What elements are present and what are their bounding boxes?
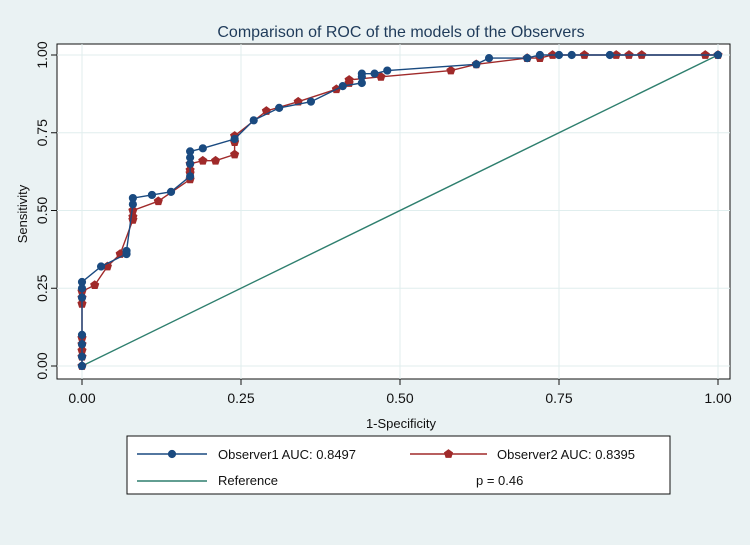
observer1-point: [472, 60, 481, 69]
legend-observer2-label: Observer2 AUC: 0.8395: [497, 447, 635, 462]
x-axis-label: 1-Specificity: [366, 416, 437, 431]
observer1-point: [77, 340, 87, 349]
x-tick-label: 1.00: [704, 390, 731, 406]
observer1-point: [535, 50, 545, 60]
axes: 0.00 0.25 0.50 0.75 1.00 0.00 0.25 0.50 0.75 1.00: [34, 41, 732, 406]
y-tick-label: 0.75: [34, 119, 50, 146]
observer1-point: [567, 50, 576, 60]
legend-observer2-marker: [443, 449, 454, 458]
observer1-point: [338, 82, 347, 91]
observer1-point: [383, 66, 392, 75]
legend-box: [126, 435, 671, 495]
legend-observer1-marker: [167, 449, 177, 459]
legend: Observer1 AUC: 0.8497 Observer2 AUC: 0.83…: [126, 435, 671, 495]
observer1-point: [77, 293, 87, 302]
observer1-series: [77, 50, 723, 371]
legend-entries: Observer1 AUC: 0.8497 Observer2 AUC: 0.83…: [137, 447, 635, 488]
observer1-point: [230, 134, 239, 144]
x-tick-label: 0.00: [68, 390, 95, 406]
observer1-point: [77, 330, 87, 339]
y-tick-label: 0.50: [34, 197, 50, 224]
chart-title: Comparison of ROC of the models of the O…: [217, 24, 584, 41]
observer1-point: [96, 262, 106, 271]
observer1-point: [122, 246, 131, 256]
observer2-point: [153, 196, 163, 206]
y-tick-label: 0.25: [34, 274, 50, 301]
series-layer: [77, 50, 723, 371]
legend-reference-label: Reference: [218, 473, 278, 488]
observer1-point: [605, 50, 614, 60]
observer1-point: [554, 50, 564, 60]
legend-p-value: p = 0.46: [476, 473, 523, 488]
observer2-point: [211, 155, 221, 165]
observer2-point: [128, 205, 138, 215]
x-tick-label: 0.50: [386, 390, 413, 406]
observer1-point: [128, 193, 137, 203]
reference-line: [81, 54, 719, 367]
x-tick-label: 0.75: [545, 390, 572, 406]
x-tick-label: 0.25: [227, 390, 254, 406]
observer1-point: [484, 54, 494, 63]
observer1-point: [166, 187, 176, 196]
y-tick-label: 1.00: [34, 41, 50, 68]
observer1-point: [198, 144, 207, 153]
legend-observer1-label: Observer1 AUC: 0.8497: [218, 447, 356, 462]
observer1-point: [77, 352, 87, 361]
observer2-point: [198, 155, 208, 165]
observer2-point: [344, 75, 354, 84]
y-axis-label: Sensitivity: [15, 184, 30, 243]
observer1-point: [77, 361, 87, 371]
observer1-point: [275, 103, 284, 112]
observer1-point: [77, 277, 87, 287]
y-tick-label: 0.00: [34, 352, 50, 379]
observer2-point: [446, 65, 456, 75]
observer1-point: [357, 69, 366, 78]
observer1-point: [186, 172, 195, 181]
observer1-point: [249, 116, 258, 125]
reference-series: [81, 54, 719, 367]
observer1-point: [523, 54, 532, 63]
observer1-point: [713, 50, 723, 60]
observer1-point: [306, 97, 316, 106]
observer1-point: [186, 147, 195, 156]
observer1-point: [147, 190, 157, 200]
observer2-point: [230, 149, 240, 159]
observer1-point: [370, 69, 379, 78]
observer2-point: [90, 280, 100, 289]
